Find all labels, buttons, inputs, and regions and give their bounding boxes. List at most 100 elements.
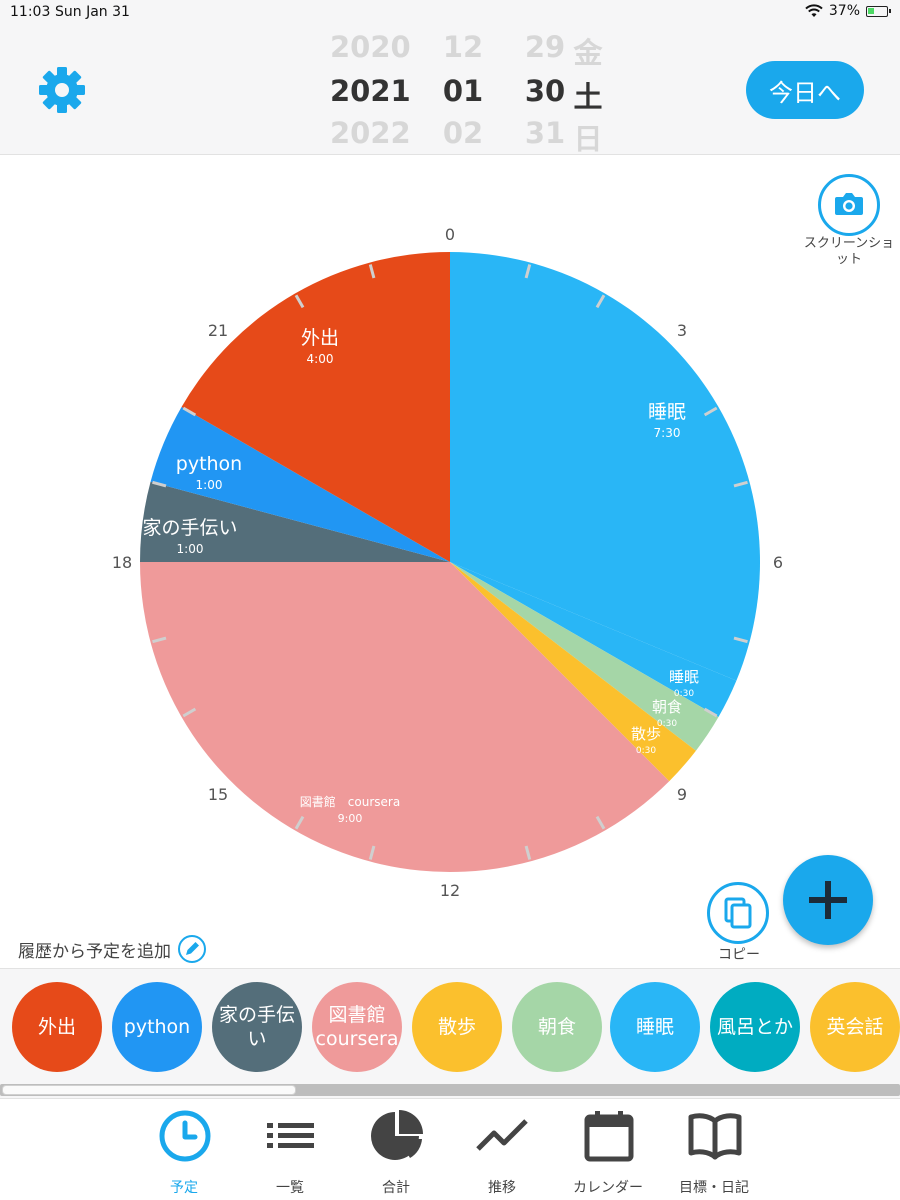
hour-tick (294, 815, 305, 830)
copy-label: コピー (718, 947, 760, 963)
year-current[interactable]: 2021 (330, 74, 411, 108)
tab-trend-label: 推移 (488, 1180, 516, 1196)
settings-button[interactable] (36, 64, 88, 116)
hour-tick (152, 636, 167, 644)
slice-duration: 7:30 (654, 426, 681, 440)
chip-library-coursera[interactable]: 図書館 coursera (312, 982, 402, 1072)
hour-label: 0 (445, 225, 455, 244)
pie-slice-6[interactable] (150, 407, 450, 562)
hour-label: 18 (112, 553, 132, 572)
tab-trend[interactable]: 推移 (452, 1105, 552, 1200)
list-icon (267, 1123, 314, 1148)
screenshot-label: スクリーンショット (803, 236, 895, 267)
hour-tick (182, 707, 197, 718)
chip-english[interactable]: 英会話 (810, 982, 900, 1072)
tab-calendar[interactable]: カレンダー (558, 1105, 658, 1200)
weekday-next[interactable]: 日 (573, 122, 603, 156)
pie-slice-5[interactable] (140, 481, 450, 562)
hour-tick (524, 264, 532, 279)
day-next[interactable]: 31 (524, 116, 566, 150)
trend-icon (476, 1119, 528, 1151)
book-icon (688, 1113, 742, 1160)
slice-duration: 0:30 (657, 719, 677, 729)
hour-tick (368, 264, 376, 279)
chip-sleep[interactable]: 睡眠 (610, 982, 700, 1072)
wifi-icon (805, 4, 823, 17)
battery-icon (866, 5, 891, 17)
month-current[interactable]: 01 (442, 74, 484, 108)
slice-duration: 0:30 (636, 746, 656, 756)
chip-family-help[interactable]: 家の手伝い (212, 982, 302, 1072)
tab-bar: 予定 一覧 合計 推移 (0, 1098, 900, 1200)
year-next[interactable]: 2022 (330, 116, 411, 150)
chip-scroll-thumb[interactable] (2, 1085, 296, 1095)
slice-label: python (176, 453, 242, 475)
hour-tick (703, 406, 718, 417)
slice-duration: 4:00 (307, 352, 334, 366)
tab-list[interactable]: 一覧 (240, 1105, 340, 1200)
add-button[interactable] (783, 855, 873, 945)
hour-tick (595, 815, 606, 830)
status-time: 11:03 (10, 4, 51, 20)
weekday-prev[interactable]: 金 (573, 36, 603, 70)
status-indicators: 37% (805, 3, 891, 19)
chip-bath[interactable]: 風呂とか (710, 982, 800, 1072)
tab-schedule[interactable]: 予定 (134, 1105, 234, 1200)
calendar-icon (584, 1111, 634, 1162)
slice-duration: 1:00 (177, 542, 204, 556)
clock-icon (159, 1110, 211, 1162)
slice-label: 外出 (301, 327, 339, 349)
battery-percent: 37% (828, 3, 860, 19)
hour-tick (524, 845, 532, 860)
slice-label: 散歩 (631, 725, 661, 743)
gear-icon (39, 67, 85, 113)
tab-goals-diary[interactable]: 目標・日記 (664, 1105, 764, 1200)
pie-slice-2[interactable] (450, 562, 719, 751)
hour-tick (595, 294, 606, 309)
month-next[interactable]: 02 (442, 116, 484, 150)
screenshot-button[interactable] (818, 174, 880, 236)
hour-label: 15 (208, 785, 228, 804)
chip-outing[interactable]: 外出 (12, 982, 102, 1072)
hour-tick (368, 845, 376, 860)
weekday-current[interactable]: 土 (573, 80, 603, 114)
hour-tick (294, 294, 305, 309)
month-prev[interactable]: 12 (442, 30, 484, 64)
pie-slice-7[interactable] (181, 251, 451, 562)
pie-slice-3[interactable] (450, 562, 696, 782)
copy-button[interactable] (707, 882, 769, 944)
chip-breakfast[interactable]: 朝食 (512, 982, 602, 1072)
hour-label: 6 (773, 553, 783, 572)
slice-duration: 1:00 (196, 478, 223, 492)
hour-tick (733, 636, 748, 644)
day-current[interactable]: 30 (524, 74, 566, 108)
tab-schedule-label: 予定 (170, 1180, 198, 1196)
slice-duration: 0:30 (674, 689, 694, 699)
quick-add-bar: 外出 python 家の手伝い 図書館 coursera 散歩 朝食 睡眠 風呂… (0, 968, 900, 1098)
pencil-icon[interactable] (177, 934, 207, 964)
hour-tick (733, 480, 748, 488)
pie-slice-4[interactable] (140, 562, 670, 873)
day-prev[interactable]: 29 (524, 30, 566, 64)
slice-label: 図書館 coursera (300, 794, 400, 809)
chip-python[interactable]: python (112, 982, 202, 1072)
history-label: 履歴から予定を追加 (18, 941, 171, 962)
tab-calendar-label: カレンダー (573, 1180, 643, 1196)
pie-slice-0[interactable] (450, 252, 760, 681)
chip-walk[interactable]: 散歩 (412, 982, 502, 1072)
header: 11:03 Sun Jan 31 37% (0, 0, 900, 156)
pie-chart-icon (371, 1110, 423, 1160)
year-prev[interactable]: 2020 (330, 30, 411, 64)
hour-label: 21 (208, 321, 228, 340)
hour-label: 3 (677, 321, 687, 340)
pie-slice-1[interactable] (450, 562, 737, 717)
tab-goals-diary-label: 目標・日記 (679, 1180, 749, 1196)
tab-total[interactable]: 合計 (346, 1105, 446, 1200)
history-add[interactable]: 履歴から予定を追加 (18, 934, 207, 964)
status-date: Sun Jan 31 (55, 4, 130, 20)
today-button[interactable]: 今日へ (746, 61, 864, 119)
copy-icon (724, 897, 752, 929)
hour-tick (182, 406, 197, 417)
camera-icon (835, 193, 863, 215)
